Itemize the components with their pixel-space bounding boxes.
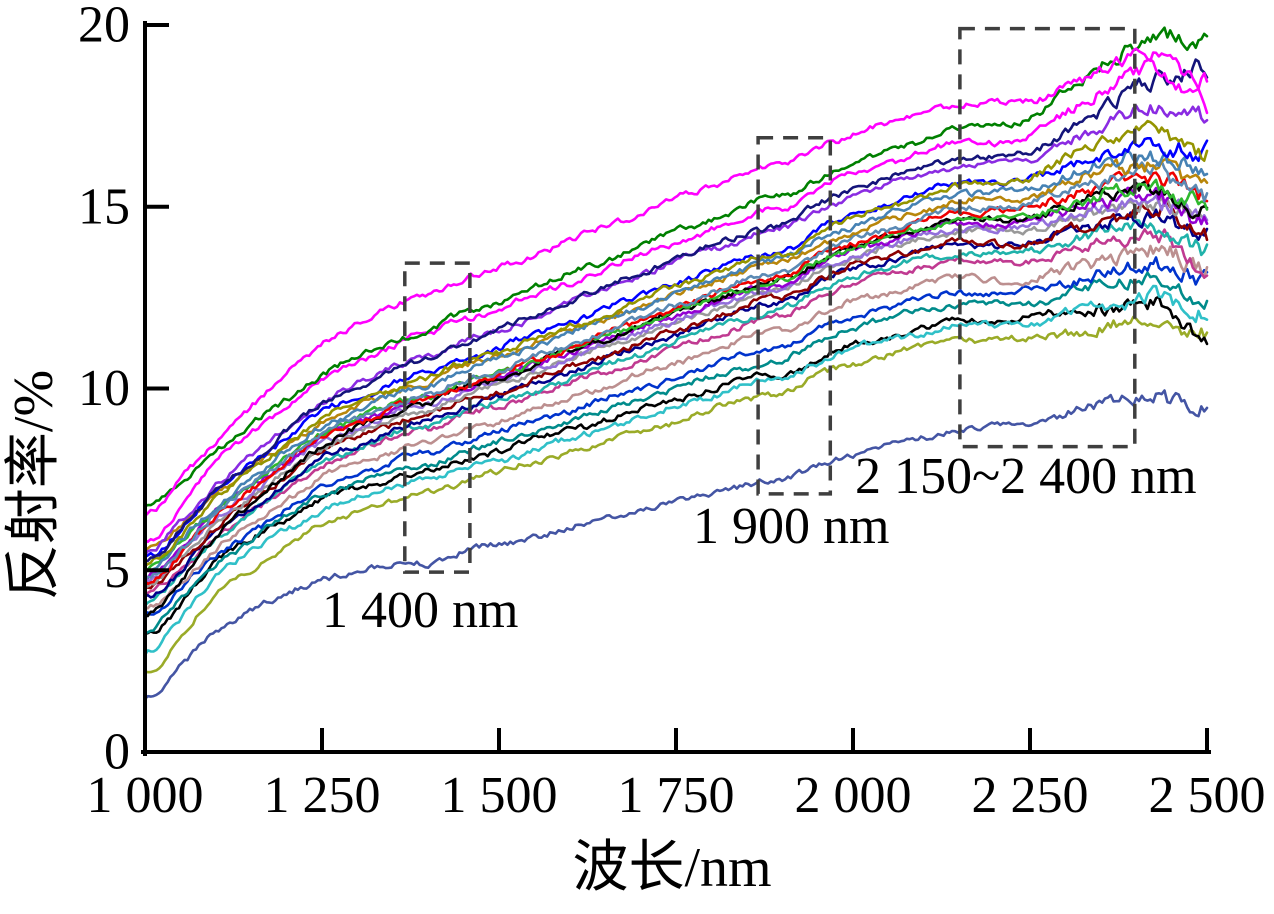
- x-tick-label: 1 250: [264, 767, 381, 824]
- spectral-curve-sample-15: [143, 194, 1209, 586]
- annotation-box-2: [756, 135, 833, 496]
- spectral-curve-sample-23: [143, 271, 1209, 635]
- x-tick-label: 1 000: [87, 767, 204, 824]
- y-tick-label: 15: [78, 178, 130, 235]
- spectral-curve-sample-12: [143, 178, 1209, 574]
- spectral-curve-sample-26: [143, 315, 1209, 674]
- tick-labels-layer: 0 5 10 15 20 1 000 1 250 1 500 1 750 2 000 2 250 2 …: [78, 0, 1266, 824]
- x-tick-label: 1 750: [618, 767, 735, 824]
- spectral-curve-sample-04: [143, 58, 1209, 563]
- spectral-curve-sample-20: [143, 228, 1209, 596]
- spectral-curve-sample-03: [143, 58, 1209, 544]
- annotation-label-2150-2400nm: 2 150~2 400 nm: [855, 448, 1197, 505]
- annotation-box-1: [403, 261, 472, 574]
- spectral-curve-sample-19: [143, 219, 1209, 607]
- spectral-curve-sample-08: [143, 149, 1209, 574]
- spectral-curve-sample-01: [143, 47, 1209, 518]
- annotation-box-3: [958, 26, 1137, 449]
- x-axis-title: 波长/nm: [572, 837, 771, 899]
- axes-layer: [141, 21, 1211, 756]
- y-tick-label: 0: [104, 724, 130, 781]
- y-axis-title: 反射率/%: [3, 370, 65, 600]
- spectral-curve-sample-24: [143, 284, 1209, 657]
- spectral-curve-sample-06: [143, 119, 1209, 568]
- spectral-curve-sample-25: [143, 295, 1209, 635]
- y-tick-label: 20: [78, 0, 130, 54]
- spectral-curve-sample-21: [143, 244, 1209, 610]
- spectral-curve-sample-27: [143, 389, 1209, 701]
- y-tick-label: 10: [78, 360, 130, 417]
- annotation-label-1400nm: 1 400 nm: [322, 582, 518, 639]
- spectral-curve-sample-18: [143, 208, 1209, 599]
- spectral-curve-sample-16: [143, 195, 1209, 588]
- x-tick-label: 2 250: [972, 767, 1089, 824]
- annotation-boxes-layer: [403, 26, 1137, 574]
- spectral-curve-sample-17: [143, 200, 1209, 590]
- spectral-curves-layer: [143, 26, 1209, 701]
- spectral-curve-sample-22: [143, 256, 1209, 616]
- annotation-label-1900nm: 1 900 nm: [693, 498, 889, 555]
- x-tick-label: 1 500: [441, 767, 558, 824]
- x-tick-label: 2 500: [1149, 767, 1266, 824]
- spectral-curve-sample-10: [143, 160, 1209, 582]
- spectral-curve-sample-09: [143, 157, 1209, 553]
- y-tick-label: 5: [104, 542, 130, 599]
- x-tick-label: 2 000: [795, 767, 912, 824]
- spectral-curve-sample-02: [143, 26, 1209, 508]
